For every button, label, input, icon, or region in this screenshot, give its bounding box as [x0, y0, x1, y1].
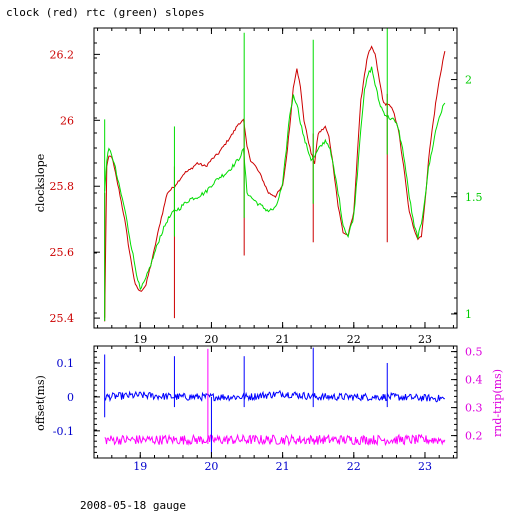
top-y-axis-label: clockslope	[34, 154, 47, 212]
bottom-series-group	[104, 347, 446, 455]
bottom-y2-tick-label: 0.2	[465, 430, 483, 443]
top-y2-tick-label: 1.5	[465, 191, 483, 204]
bottom-x-tick-label: 19	[133, 460, 147, 473]
top-y-tick-label: 25.8	[50, 180, 75, 193]
bottom-chart: 19 20 21 22 23 -0.1 0 0.1 0.2 0.3 0.4 0.5 offset(ms…	[34, 345, 504, 473]
bottom-y2-tick-label: 0.5	[465, 346, 483, 359]
bottom-x-tick-label: 23	[418, 460, 432, 473]
top-y-tick-label: 25.4	[50, 312, 75, 325]
top-series-line-0	[104, 45, 446, 318]
top-series-line-1	[104, 66, 446, 291]
top-axes: 19 20 21 22 23 25.4 25.6 25.8 26 26.2 1 1.5 2	[50, 27, 483, 346]
footer-caption: 2008-05-18 gauge	[80, 499, 186, 512]
top-y-tick-label: 26	[60, 114, 74, 127]
top-y-tick-label: 26.2	[50, 48, 75, 61]
bottom-axes: 19 20 21 22 23 -0.1 0 0.1 0.2 0.3 0.4 0.5	[53, 345, 483, 473]
top-x-tick-label: 22	[347, 333, 361, 346]
top-y2-tick-label: 1	[465, 308, 472, 321]
bottom-series-line-1	[104, 433, 446, 447]
bottom-plot-area	[104, 347, 446, 455]
bottom-y2-tick-label: 0.3	[465, 402, 483, 415]
top-y-tick-label: 25.6	[50, 246, 75, 259]
bottom-y2-tick-label: 0.4	[465, 374, 483, 387]
bottom-x-tick-label: 20	[204, 460, 218, 473]
bottom-y2-axis-label: rnd-trip(ms)	[491, 369, 504, 437]
top-x-tick-label: 19	[133, 333, 147, 346]
bottom-y-tick-label: 0.1	[57, 357, 75, 370]
top-x-tick-label: 21	[276, 333, 290, 346]
chart-title: clock (red) rtc (green) slopes	[6, 6, 205, 19]
top-plot-area	[104, 28, 446, 322]
bottom-y-tick-label: 0	[67, 391, 74, 404]
top-y2-tick-label: 2	[465, 74, 472, 87]
bottom-x-tick-label: 21	[276, 460, 290, 473]
bottom-series-line-0	[104, 389, 445, 403]
top-chart: 19 20 21 22 23 25.4 25.6 25.8 26 26.2 1 1.5 2 clocks…	[34, 27, 483, 346]
top-x-tick-label: 23	[418, 333, 432, 346]
top-plot-frame	[93, 27, 458, 329]
top-x-tick-label: 20	[204, 333, 218, 346]
top-series-group	[104, 28, 446, 322]
bottom-y-tick-label: -0.1	[53, 425, 74, 438]
bottom-y-axis-label: offset(ms)	[34, 375, 47, 431]
bottom-x-tick-label: 22	[347, 460, 361, 473]
